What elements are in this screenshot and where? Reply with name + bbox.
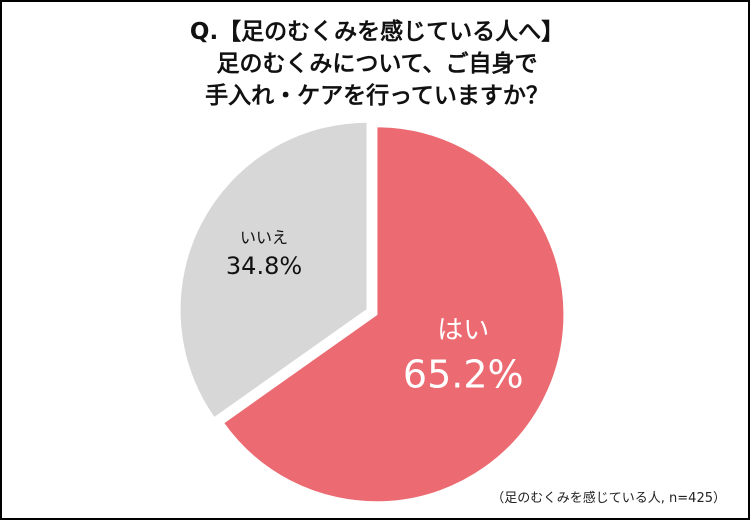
title-line-3: 手入れ・ケアを行っていますか？: [205, 83, 549, 109]
slice-label-no: いいえ: [240, 228, 288, 247]
slice-value-no: 34.8%: [226, 252, 302, 280]
slice-value-yes: 65.2%: [403, 353, 524, 397]
title-line-1: Q.【足のむくみを感じている人へ】: [189, 19, 565, 45]
pie-slice-no: [178, 120, 369, 420]
slice-label-yes: はい: [437, 315, 489, 345]
sample-note: （足のむくみを感じている人, n=425）: [491, 491, 726, 506]
chart-title: Q.【足のむくみを感じている人へ】 足のむくみについて、ご自身で 手入れ・ケアを…: [2, 16, 750, 112]
title-line-2: 足のむくみについて、ご自身で: [216, 51, 538, 77]
pie-slice-yes: [221, 125, 566, 504]
